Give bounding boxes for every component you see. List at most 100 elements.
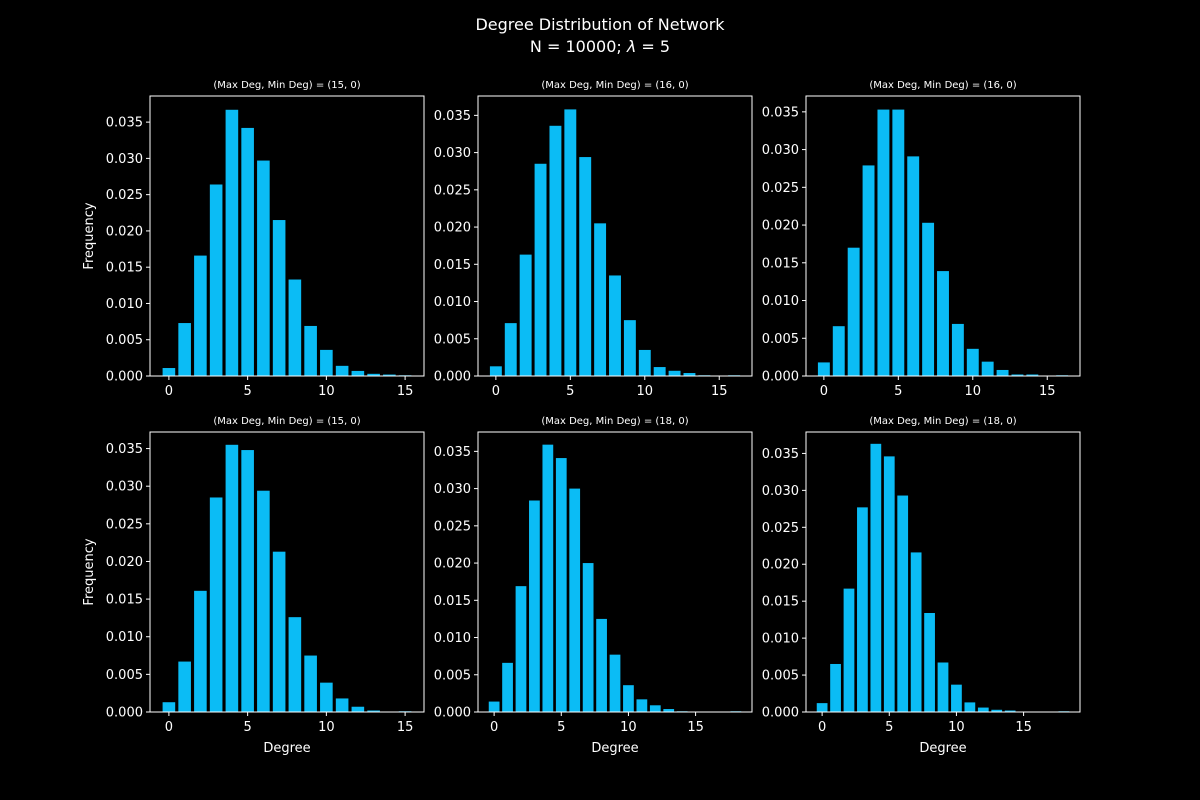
bar-degree-0: [817, 362, 830, 376]
subplot-1: 0 5 10 15 0.000 0.005 0.010 0.015 0.020 0.025 0.03…: [82, 80, 425, 399]
y-axis-label: Frequency: [82, 538, 97, 605]
y-tick-label: 0.025: [762, 521, 799, 536]
bar-degree-9: [304, 325, 317, 376]
bar-degree-6: [257, 490, 270, 712]
y-tick-label: 0.010: [434, 295, 471, 310]
x-tick-label: 0: [492, 384, 500, 399]
x-tick-label: 5: [885, 720, 893, 735]
bar-degree-12: [668, 370, 681, 376]
bar-degree-7: [272, 220, 286, 376]
bar-degree-11: [981, 361, 994, 376]
subplot-6: 0 5 10 15 0.000 0.005 0.010 0.015 0.020 0.025 0.03…: [762, 416, 1081, 756]
bar-degree-8: [937, 271, 949, 376]
y-tick-label: 0.010: [106, 297, 143, 312]
bar-degree-4: [225, 444, 239, 712]
bar-degree-9: [937, 662, 949, 712]
bar-degree-11: [964, 702, 976, 712]
y-tick-label: 0.025: [434, 519, 471, 534]
bar-degree-9: [304, 655, 317, 712]
subplot-title: (Max Deg, Min Deg) = (15, 0): [213, 416, 360, 427]
bar-degree-1: [502, 662, 513, 712]
bar-degree-3: [862, 165, 875, 376]
x-tick-label: 5: [894, 384, 902, 399]
bar-degree-7: [272, 551, 286, 712]
y-tick-label: 0.000: [106, 706, 143, 721]
bar-degree-9: [623, 320, 636, 376]
bar-degree-8: [924, 613, 935, 712]
y-tick-label: 0.000: [762, 370, 799, 385]
x-tick-label: 0: [490, 720, 498, 735]
x-tick-label: 0: [820, 384, 828, 399]
y-tick-label: 0.005: [434, 332, 471, 347]
y-tick-label: 0.015: [106, 261, 143, 276]
x-tick-label: 15: [1039, 384, 1056, 399]
bar-degree-11: [335, 698, 349, 712]
y-tick-label: 0.000: [434, 706, 471, 721]
bar-degree-2: [194, 590, 207, 712]
bar-degree-5: [883, 456, 895, 712]
x-tick-label: 15: [397, 720, 414, 735]
bar-degree-9: [951, 323, 964, 376]
subplot-2: 0 5 10 15 0.000 0.005 0.010 0.015 0.020 0.025 0.03…: [434, 80, 753, 399]
bar-degree-10: [320, 349, 333, 376]
x-tick-label: 5: [566, 384, 574, 399]
bar-degree-13: [367, 373, 380, 376]
x-tick-label: 5: [243, 720, 251, 735]
bar-degree-0: [162, 368, 176, 376]
subtitle-suffix: = 5: [636, 37, 670, 56]
y-tick-label: 0.005: [762, 332, 799, 347]
bar-degree-10: [951, 684, 962, 712]
y-tick-label: 0.035: [434, 109, 471, 124]
figure-subtitle: N = 10000; λ = 5: [530, 37, 670, 56]
y-tick-label: 0.000: [106, 370, 143, 385]
subtitle-prefix: N = 10000;: [530, 37, 627, 56]
bar-degree-9: [609, 654, 621, 712]
axes-frame: [805, 95, 1081, 377]
y-tick-label: 0.005: [434, 668, 471, 683]
bar-degree-3: [534, 163, 547, 376]
y-tick-label: 0.010: [762, 294, 799, 309]
bar-degree-12: [996, 369, 1009, 376]
bar-degree-0: [489, 366, 502, 376]
bar-degree-1: [504, 323, 517, 376]
bar-degree-7: [910, 552, 922, 712]
x-tick-label: 15: [1015, 720, 1032, 735]
y-tick-label: 0.020: [762, 558, 799, 573]
y-tick-label: 0.015: [434, 258, 471, 273]
bar-degree-4: [542, 444, 554, 712]
x-tick-label: 15: [711, 384, 728, 399]
bar-degree-12: [649, 705, 661, 712]
bar-degree-5: [892, 109, 905, 376]
bar-degree-7: [594, 223, 607, 376]
x-tick-label: 10: [318, 720, 335, 735]
bar-degree-10: [638, 349, 651, 376]
bar-degree-13: [683, 373, 696, 376]
subplot-title: (Max Deg, Min Deg) = (18, 0): [541, 416, 688, 427]
x-tick-label: 10: [620, 720, 637, 735]
bar-degree-6: [897, 495, 909, 712]
bar-degree-7: [922, 222, 935, 376]
bar-degree-14: [383, 374, 396, 376]
bar-degree-1: [178, 661, 191, 712]
y-tick-label: 0.035: [762, 105, 799, 120]
bar-degree-8: [288, 617, 302, 712]
bar-degree-5: [241, 127, 254, 376]
y-tick-label: 0.010: [762, 632, 799, 647]
y-tick-label: 0.020: [434, 557, 471, 572]
bar-degree-13: [367, 710, 380, 712]
figure-title: Degree Distribution of Network: [475, 15, 725, 34]
x-tick-label: 0: [165, 384, 173, 399]
x-tick-label: 10: [637, 384, 654, 399]
subplot-3: 0 5 10 15 0.000 0.005 0.010 0.015 0.020 0.025 0.03…: [762, 80, 1081, 399]
bar-degree-2: [519, 254, 532, 376]
y-tick-label: 0.020: [762, 219, 799, 234]
y-tick-label: 0.025: [106, 188, 143, 203]
x-tick-label: 5: [243, 384, 251, 399]
axes-frame: [477, 95, 753, 377]
bar-degree-11: [653, 367, 666, 376]
y-tick-label: 0.015: [762, 595, 799, 610]
bar-degree-7: [582, 563, 594, 712]
y-tick-label: 0.030: [106, 480, 143, 495]
bar-degree-12: [351, 706, 365, 712]
